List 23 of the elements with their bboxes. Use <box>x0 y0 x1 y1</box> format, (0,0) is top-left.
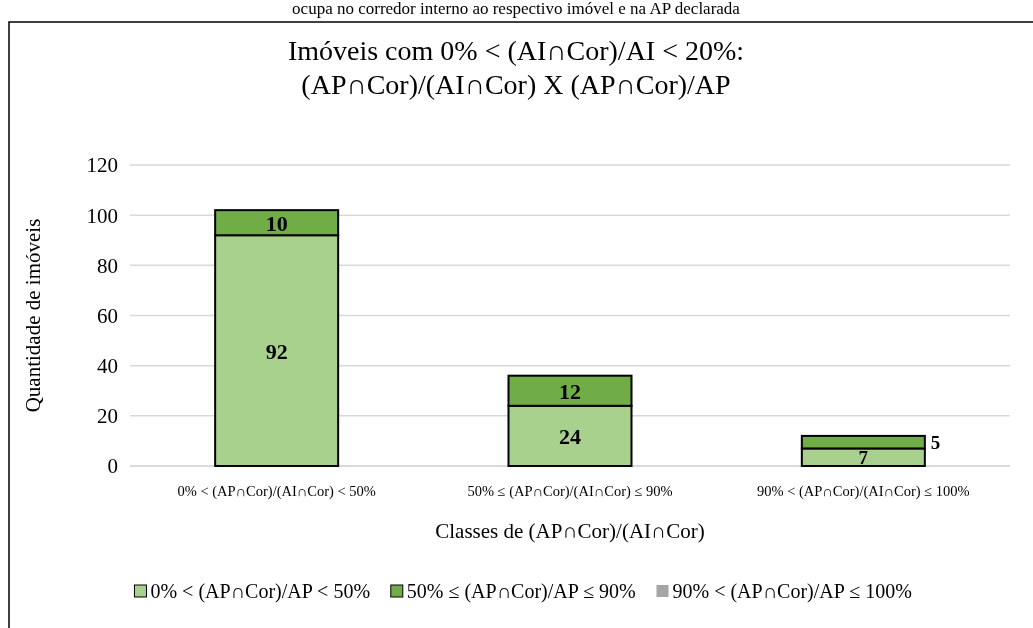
data-label: 12 <box>559 378 581 404</box>
y-tick-label: 60 <box>97 303 118 328</box>
legend-label: 90% < (AP∩Cor)/AP ≤ 100% <box>672 580 912 603</box>
x-tick-label: 90% < (AP∩Cor)/(AI∩Cor) ≤ 100% <box>757 483 970 500</box>
text: ocupa no corredor interno ao respectivo imóvel e na AP declarada <box>292 0 741 18</box>
y-tick-label: 20 <box>97 404 118 429</box>
x-axis-title: Classes de (AP∩Cor)/(AI∩Cor) <box>435 519 705 543</box>
y-tick-label: 80 <box>97 253 118 278</box>
y-tick-label: 100 <box>86 203 118 228</box>
chart-title: Imóveis com 0% < (AI∩Cor)/AI < 20%: (AP∩Cor)/(AI∩Cor) X (AP∩Cor)/AP <box>287 35 745 100</box>
data-label: 5 <box>930 432 941 454</box>
data-label: 10 <box>265 210 288 236</box>
y-axis-title: Quantidade de imóveis <box>21 218 45 413</box>
data-label: 24 <box>559 423 581 449</box>
legend-label: 0% < (AP∩Cor)/AP < 50% <box>150 580 371 603</box>
y-tick-label: 0 <box>107 454 118 479</box>
legend-label: 50% ≤ (AP∩Cor)/AP ≤ 90% <box>406 580 636 603</box>
y-tick-label: 120 <box>86 153 118 178</box>
x-tick-label: 0% < (AP∩Cor)/(AI∩Cor) < 50% <box>177 483 376 500</box>
data-label: 7 <box>858 447 869 469</box>
y-tick-label: 40 <box>97 354 118 379</box>
x-tick-label: 50% ≤ (AP∩Cor)/(AI∩Cor) ≤ 90% <box>467 483 673 500</box>
data-label: 92 <box>265 338 288 364</box>
